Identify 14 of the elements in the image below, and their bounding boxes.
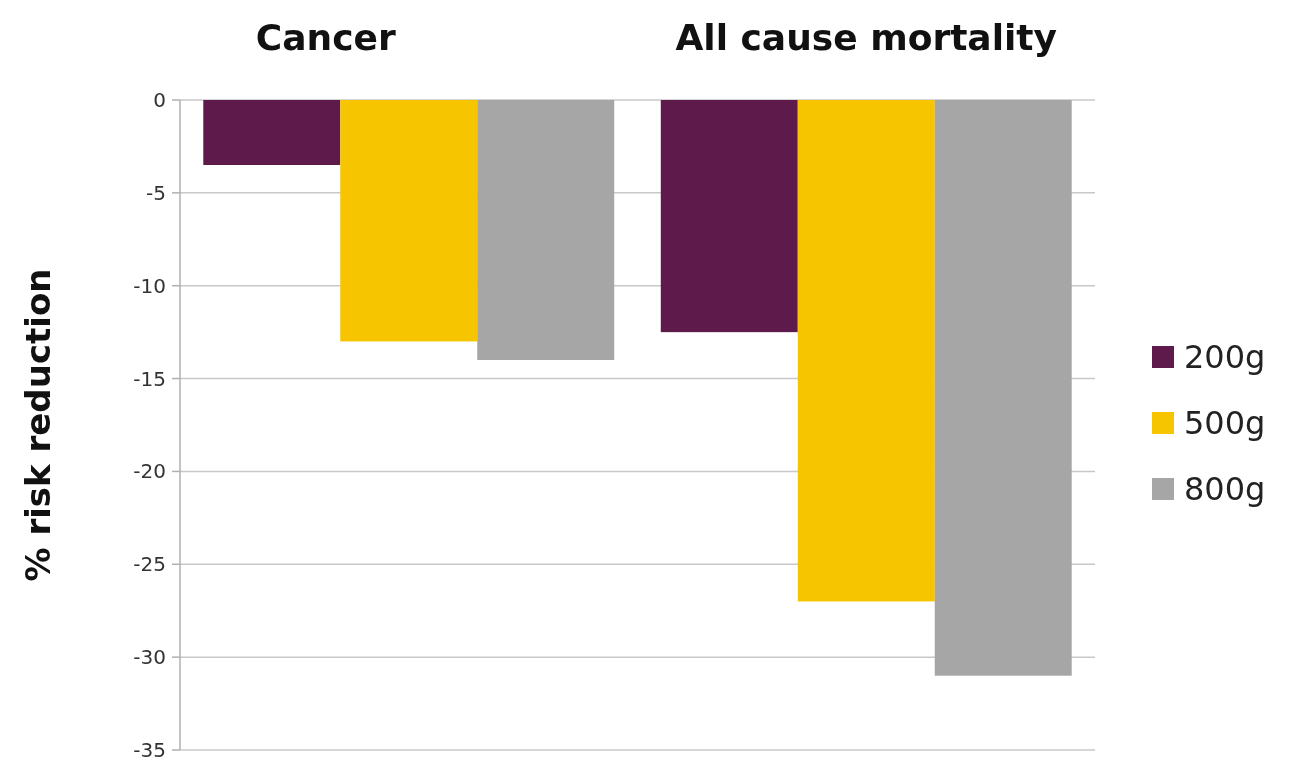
y-tick-label: -5	[146, 180, 166, 205]
y-axis-title: % risk reduction	[18, 268, 58, 582]
x-tick-label: Cancer	[255, 17, 396, 58]
y-tick-label: -30	[133, 645, 166, 670]
y-tick-label: -10	[133, 273, 166, 298]
legend-label: 200g	[1184, 338, 1266, 377]
legend-label: 500g	[1184, 404, 1266, 443]
legend-label: 800g	[1184, 470, 1266, 509]
y-tick-label: -35	[133, 738, 166, 762]
x-tick-label: All cause mortality	[675, 17, 1058, 58]
y-tick-label: 0	[153, 88, 166, 112]
y-tick-label: -15	[133, 366, 166, 391]
y-tick-label: -20	[133, 459, 166, 484]
y-tick-label: -25	[133, 552, 166, 577]
